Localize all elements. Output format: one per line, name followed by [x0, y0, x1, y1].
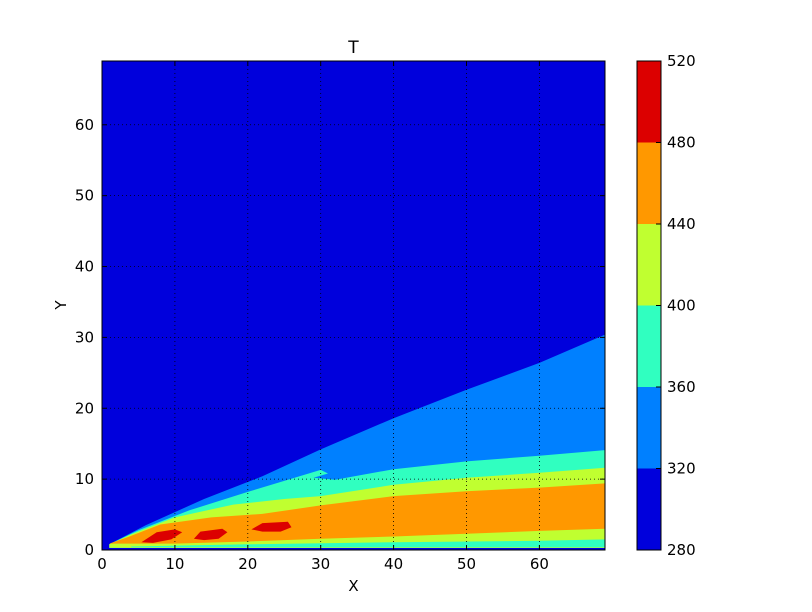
contour-region-4 [131, 539, 605, 548]
y-tick-label: 50 [75, 187, 94, 205]
colorbar-tick-label: 320 [667, 460, 696, 478]
x-tick-label: 20 [238, 555, 257, 573]
chart-title: T [347, 38, 359, 58]
y-tick-label: 0 [84, 541, 94, 559]
x-axis-label: X [348, 577, 358, 595]
x-axis-ticks: 0 10 20 30 40 50 60 [97, 61, 549, 573]
y-tick-label: 60 [75, 116, 94, 134]
x-tick-label: 30 [311, 555, 330, 573]
x-tick-label: 60 [530, 555, 549, 573]
x-tick-label: 40 [384, 555, 403, 573]
colorbar-band-1 [637, 387, 661, 469]
y-tick-label: 10 [75, 470, 94, 488]
colorbar-tick-label: 440 [667, 215, 696, 233]
grid-lines [102, 61, 605, 550]
y-axis-ticks: 0 10 20 30 40 50 60 [75, 116, 605, 559]
x-tick-label: 50 [457, 555, 476, 573]
plot-frame [101, 60, 606, 551]
x-tick-label: 0 [97, 555, 107, 573]
colorbar-band-2 [637, 305, 661, 387]
colorbar-tick-label: 280 [667, 541, 696, 559]
y-tick-label: 40 [75, 258, 94, 276]
colorbar-tick-label: 520 [667, 52, 696, 70]
contour-regions [109, 334, 605, 548]
x-tick-label: 10 [165, 555, 184, 573]
contour-region-7 [251, 521, 292, 532]
colorbar-tick-label: 360 [667, 378, 696, 396]
colorbar-tick-label: 480 [667, 134, 696, 152]
colorbar-ticks: 280 320 360 400 440 480 520 [656, 52, 696, 559]
colorbar-band-4 [637, 142, 661, 224]
contour-region-3 [109, 483, 605, 544]
contour-region-6 [193, 528, 228, 541]
colorbar-band-3 [637, 224, 661, 306]
colorbar-tick-label: 400 [667, 297, 696, 315]
colorbar [636, 60, 662, 551]
colorbar-band-0 [637, 468, 661, 550]
y-tick-label: 30 [75, 328, 94, 346]
contour-region-5 [141, 529, 183, 543]
y-tick-label: 20 [75, 399, 94, 417]
y-axis-label: Y [52, 300, 70, 311]
colorbar-band-5 [637, 61, 661, 143]
